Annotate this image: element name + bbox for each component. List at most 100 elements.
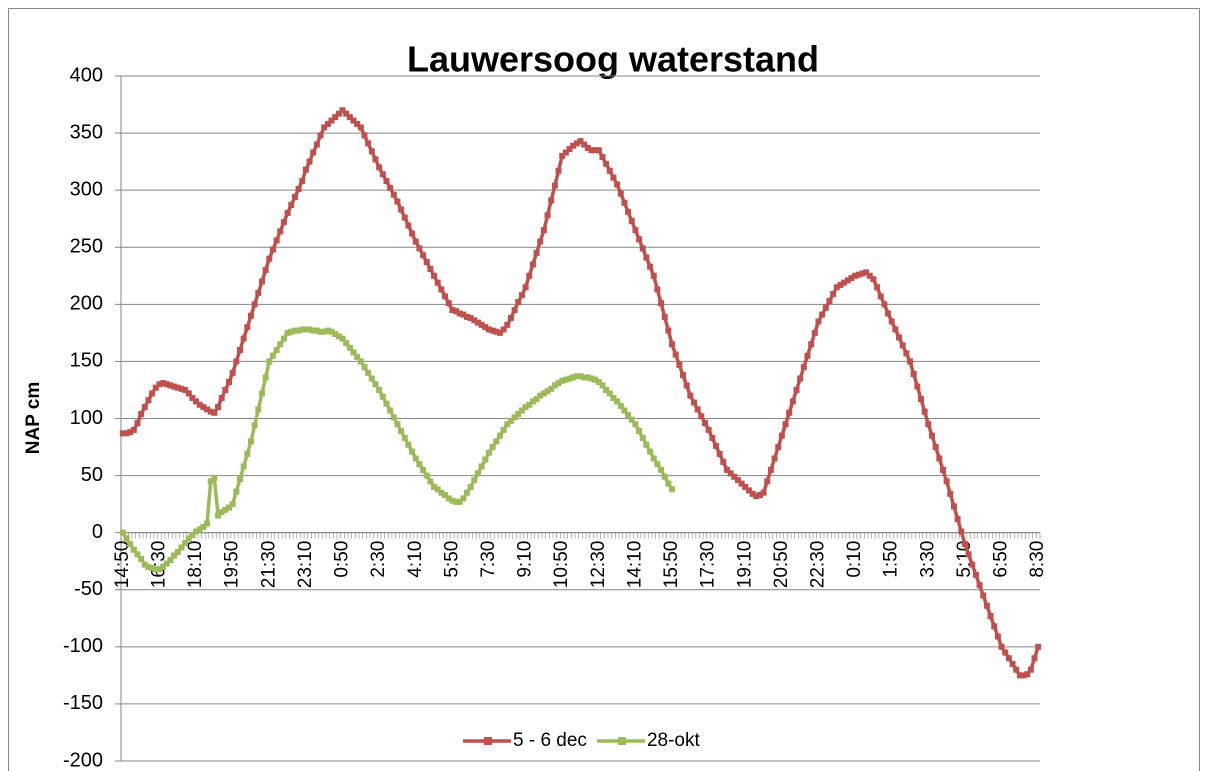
data-point [588, 375, 595, 382]
data-point [295, 186, 302, 193]
data-point [819, 311, 826, 318]
data-point [258, 278, 265, 285]
data-point [551, 182, 558, 189]
data-point [896, 334, 903, 341]
data-point [617, 190, 624, 197]
x-tick-label: 18:10 [185, 541, 206, 589]
data-point [324, 120, 331, 127]
y-tick-label: 250 [70, 236, 103, 258]
data-point [848, 275, 855, 282]
data-point [185, 535, 192, 542]
data-point [185, 390, 192, 397]
data-point [160, 380, 167, 387]
data-point [376, 386, 383, 393]
data-point [928, 432, 935, 439]
data-point [321, 328, 328, 335]
y-tick-label: 400 [70, 64, 103, 86]
data-point [196, 526, 203, 533]
data-point [138, 410, 145, 417]
data-point [800, 364, 807, 371]
data-point [222, 386, 229, 393]
data-point [467, 315, 474, 322]
data-point [394, 198, 401, 205]
data-point [204, 520, 211, 527]
data-point [240, 463, 247, 470]
data-point [401, 434, 408, 441]
data-point [943, 478, 950, 485]
data-point [603, 386, 610, 393]
data-point [504, 421, 511, 428]
data-point [244, 324, 251, 331]
data-point [313, 141, 320, 148]
data-point [134, 420, 141, 427]
data-point [720, 458, 727, 465]
data-point [658, 466, 665, 473]
data-point [152, 566, 159, 573]
y-tick-label: 300 [70, 178, 103, 200]
x-tick-label: 15:50 [661, 541, 682, 589]
data-point [998, 643, 1005, 650]
data-point [555, 380, 562, 387]
data-point [485, 326, 492, 333]
data-point [240, 335, 247, 342]
data-point [907, 358, 914, 365]
data-point [1024, 671, 1031, 678]
data-point [485, 449, 492, 456]
data-point [548, 197, 555, 204]
data-point [936, 455, 943, 462]
data-point [335, 333, 342, 340]
data-point [368, 375, 375, 382]
data-point [716, 450, 723, 457]
data-point [412, 455, 419, 462]
data-point [123, 430, 130, 437]
data-point [826, 297, 833, 304]
data-point [526, 272, 533, 279]
data-point [797, 375, 804, 382]
data-point [207, 408, 214, 415]
data-point [149, 390, 156, 397]
data-point [383, 178, 390, 185]
data-point [438, 489, 445, 496]
data-point [284, 210, 291, 216]
data-point [610, 174, 617, 181]
data-point [628, 217, 635, 224]
data-point [434, 486, 441, 493]
x-tick-label: 1:50 [881, 541, 902, 578]
data-point [1002, 649, 1009, 656]
data-point [621, 407, 628, 414]
data-point [965, 551, 972, 558]
data-point [760, 489, 767, 496]
data-point [808, 341, 815, 348]
x-tick-label: 14:50 [112, 541, 133, 589]
data-point [449, 307, 456, 314]
data-point [723, 466, 730, 473]
data-point [647, 263, 654, 270]
data-point [639, 434, 646, 441]
data-point [841, 279, 848, 286]
data-point [182, 539, 189, 546]
data-point [577, 373, 584, 380]
data-point [302, 166, 309, 173]
data-point [815, 318, 822, 325]
data-point [500, 326, 507, 333]
data-point [661, 313, 668, 320]
data-point [328, 328, 335, 335]
data-point [918, 396, 925, 403]
data-point [947, 490, 954, 497]
data-point [639, 245, 646, 252]
legend-label: 28-okt [647, 730, 701, 751]
data-point [518, 292, 525, 299]
data-point [361, 132, 368, 139]
data-point [266, 358, 273, 365]
data-point [277, 341, 284, 348]
data-point [189, 531, 196, 538]
data-point [226, 378, 233, 385]
data-point [870, 276, 877, 283]
data-point [745, 487, 752, 494]
data-point [218, 394, 225, 401]
data-point [606, 167, 613, 174]
data-point [749, 490, 756, 497]
data-point [910, 370, 917, 377]
data-point [339, 107, 346, 114]
